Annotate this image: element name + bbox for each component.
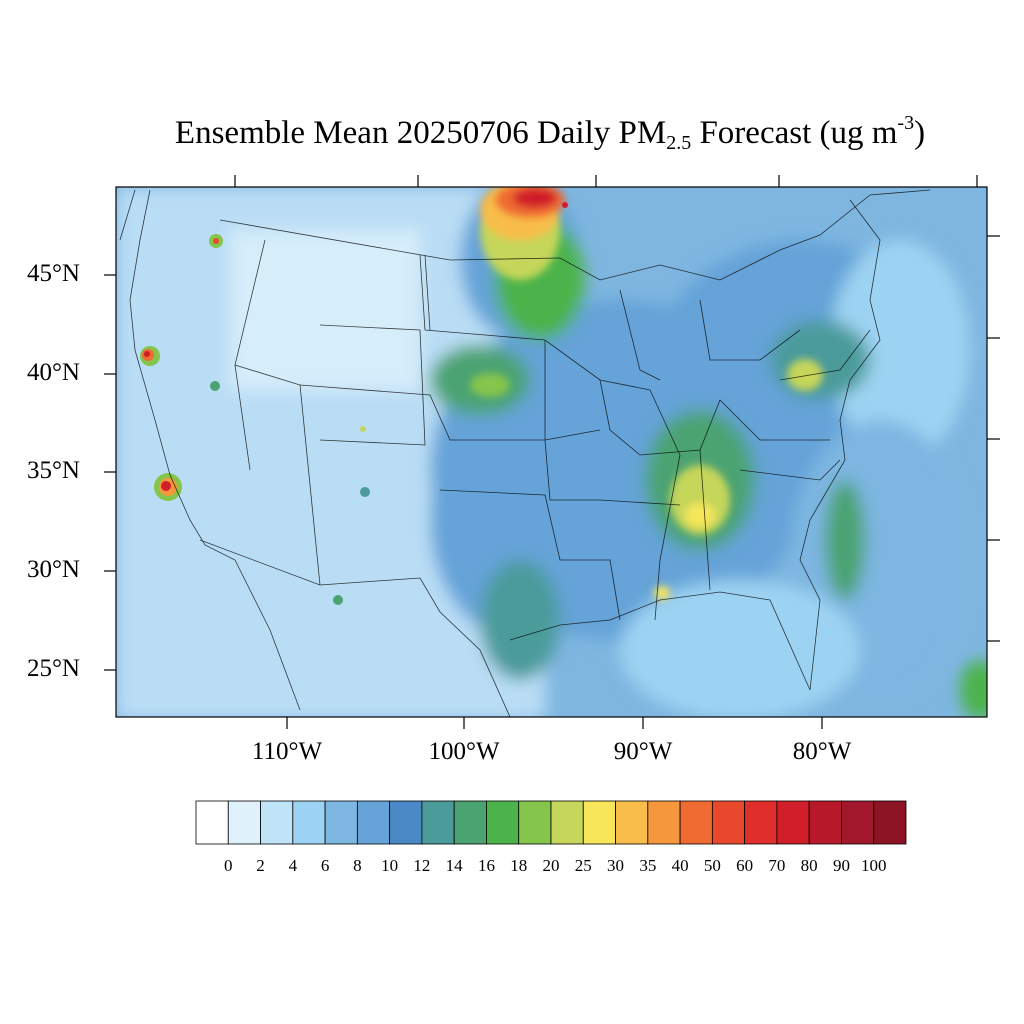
- colorbar-label: 50: [703, 856, 721, 875]
- colorbar-label: 30: [607, 856, 625, 875]
- colorbar-swatch: [389, 800, 423, 845]
- colorbar-swatch: [808, 800, 842, 845]
- colorbar-swatch: [260, 800, 294, 845]
- colorbar-label: 16: [477, 856, 495, 875]
- colorbar-swatch: [421, 800, 455, 845]
- colorbar-swatch: [873, 800, 907, 845]
- colorbar-label: 10: [381, 856, 399, 875]
- colorbar-swatch: [711, 800, 746, 845]
- colorbar-label: 0: [224, 856, 233, 875]
- lat-label: 35°N: [26, 457, 80, 484]
- lon-label: 100°W: [428, 738, 500, 765]
- colorbar-swatch: [292, 800, 326, 845]
- colorbar-label: 14: [445, 856, 463, 875]
- colorbar-swatch: [195, 800, 229, 845]
- colorbar-label: 60: [736, 856, 754, 875]
- lat-label: 45°N: [26, 260, 80, 287]
- colorbar-label: 80: [800, 856, 818, 875]
- colorbar-swatch: [776, 800, 810, 845]
- lat-label: 30°N: [26, 556, 80, 583]
- colorbar-label: 40: [671, 856, 689, 875]
- fire-hotspots: [140, 202, 568, 605]
- lat-label: 40°N: [26, 359, 80, 386]
- map-title: Ensemble Mean 20250706 Daily PM2.5 Forec…: [174, 112, 926, 154]
- colorbar-label: 2: [256, 856, 265, 875]
- lon-label: 90°W: [613, 738, 673, 765]
- colorbar-swatch: [550, 800, 584, 845]
- colorbar-swatch: [679, 800, 713, 845]
- map-frame: [115, 186, 988, 718]
- colorbar-swatch: [324, 800, 358, 845]
- lon-label: 80°W: [792, 738, 852, 765]
- colorbar-swatch: [582, 800, 616, 845]
- colorbar-swatch: [841, 800, 875, 845]
- colorbar-label: 6: [320, 856, 330, 875]
- colorbar-swatch: [647, 800, 681, 845]
- colorbar-label: 20: [542, 856, 560, 875]
- tick-marks: [104, 175, 1000, 729]
- colorbar-label: 8: [353, 856, 362, 875]
- colorbar-swatch: [227, 800, 261, 845]
- colorbar-swatch: [486, 800, 520, 845]
- colorbar-label: 70: [768, 856, 786, 875]
- colorbar-label: 100: [860, 856, 887, 875]
- colorbar-label: 25: [574, 856, 592, 875]
- colorbar-label: 4: [288, 856, 298, 875]
- colorbar-label: 90: [832, 856, 850, 875]
- colorbar-label: 18: [510, 856, 528, 875]
- colorbar-label: 35: [639, 856, 657, 875]
- colorbar-swatch: [615, 800, 649, 845]
- lat-label: 25°N: [26, 655, 80, 682]
- colorbar-swatch: [744, 800, 778, 845]
- colorbar-swatch: [356, 800, 391, 845]
- colorbar-label: 12: [413, 856, 431, 875]
- lon-label: 110°W: [251, 738, 323, 765]
- political-borders: [119, 189, 931, 717]
- colorbar-swatch: [518, 800, 552, 845]
- colorbar-swatch: [453, 800, 487, 845]
